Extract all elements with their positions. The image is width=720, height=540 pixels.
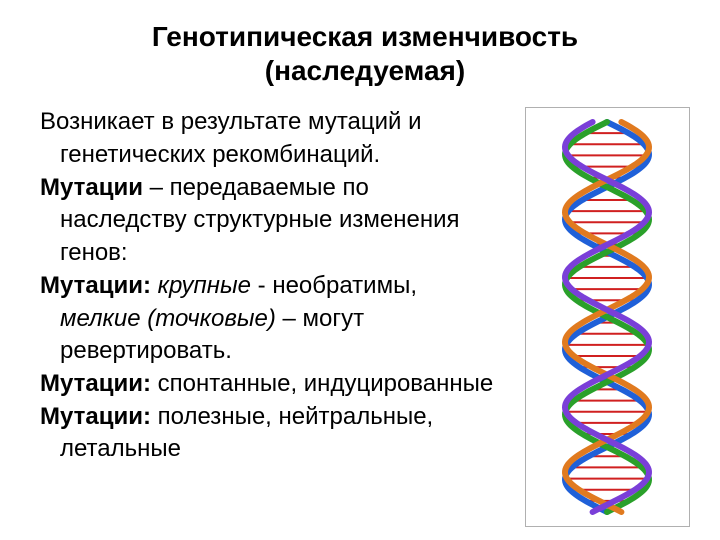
image-column xyxy=(525,107,690,527)
para-3-line-1: Мутации: крупные - необратимы, xyxy=(40,271,515,302)
para-4-label: Мутации: xyxy=(40,370,151,397)
para-5-line-2: летальные xyxy=(40,434,515,465)
slide-title: Генотипическая изменчивость (наследуемая… xyxy=(40,20,690,87)
para-5-rest-a: полезные, нейтральные, xyxy=(151,403,433,430)
para-5-label: Мутации: xyxy=(40,403,151,430)
para-3-line-2: мелкие (точковые) – могут xyxy=(40,304,515,335)
para-5-line-1: Мутации: полезные, нейтральные, xyxy=(40,402,515,433)
dna-helix-icon xyxy=(525,107,690,527)
para-4-rest: спонтанные, индуцированные xyxy=(151,370,493,397)
para-2-label: Мутации xyxy=(40,174,143,201)
para-3-rest-2: – могут xyxy=(276,305,364,332)
title-line-1: Генотипическая изменчивость xyxy=(40,20,690,54)
para-2-line-3: генов: xyxy=(40,238,515,269)
para-1-line-1: Возникает в результате мутаций и xyxy=(40,107,515,138)
para-3-rest-1: - необратимы, xyxy=(251,272,417,299)
para-1-line-2: генетических рекомбинаций. xyxy=(40,140,515,171)
para-3-label: Мутации: xyxy=(40,272,151,299)
content-row: Возникает в результате мутаций и генетич… xyxy=(40,107,690,527)
para-3-italic-2: мелкие (точковые) xyxy=(60,305,276,332)
para-3-italic-1: крупные xyxy=(151,272,251,299)
para-2-rest-a: – передаваемые по xyxy=(143,174,369,201)
para-2-line-1: Мутации – передаваемые по xyxy=(40,173,515,204)
para-4: Мутации: спонтанные, индуцированные xyxy=(40,369,515,400)
title-line-2: (наследуемая) xyxy=(40,54,690,88)
para-2-line-2: наследству структурные изменения xyxy=(40,205,515,236)
para-3-line-3: ревертировать. xyxy=(40,336,515,367)
text-column: Возникает в результате мутаций и генетич… xyxy=(40,107,515,527)
slide: Генотипическая изменчивость (наследуемая… xyxy=(0,0,720,540)
